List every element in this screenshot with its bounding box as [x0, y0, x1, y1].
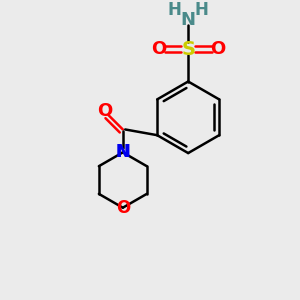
Text: H: H [195, 1, 208, 19]
Text: N: N [115, 143, 130, 161]
Text: N: N [181, 11, 196, 29]
Text: N: N [116, 143, 130, 161]
Text: H: H [168, 1, 182, 19]
Text: O: O [210, 40, 225, 58]
Text: S: S [181, 40, 195, 58]
Text: O: O [151, 40, 166, 58]
Text: O: O [97, 102, 112, 120]
Text: O: O [116, 199, 130, 217]
